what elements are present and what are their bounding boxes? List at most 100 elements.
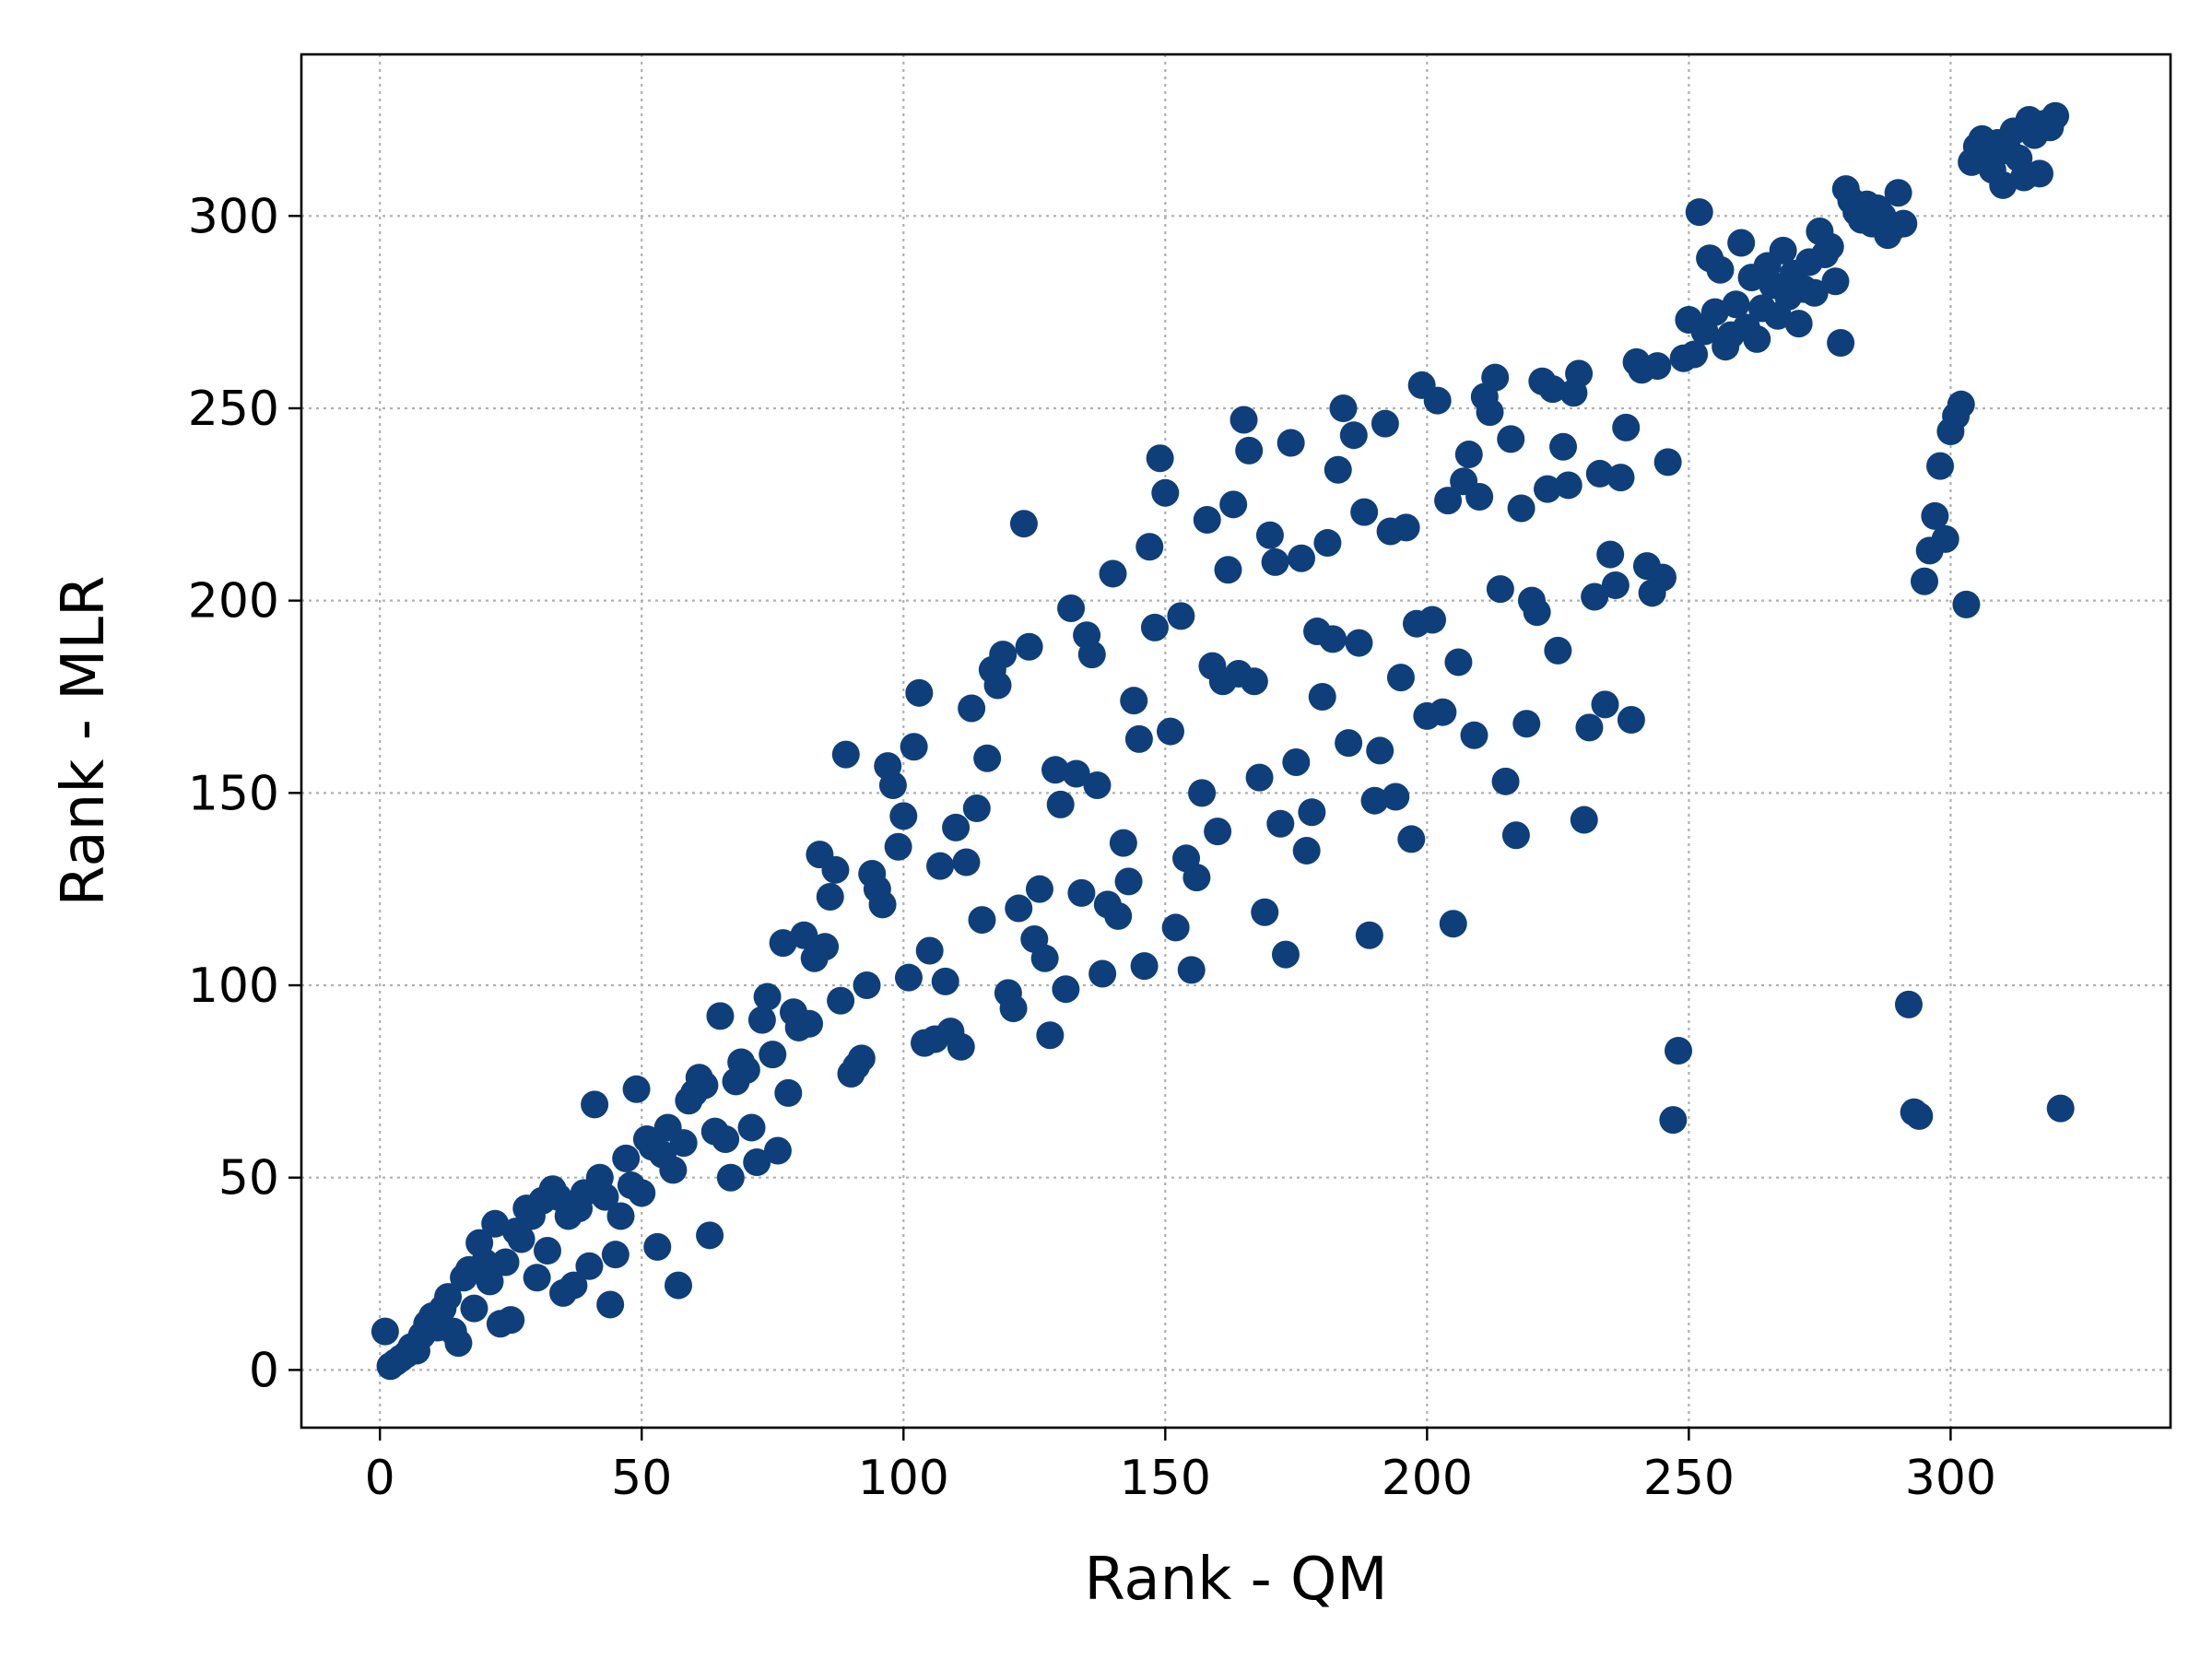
data-point: [1271, 940, 1300, 969]
data-point: [1601, 571, 1630, 599]
data-point: [1235, 436, 1264, 465]
data-point: [952, 848, 981, 877]
data-point: [973, 744, 1002, 772]
data-point: [1120, 687, 1148, 715]
data-point: [1240, 667, 1268, 696]
data-point: [1570, 806, 1598, 834]
data-point: [434, 1283, 463, 1312]
data-point: [1481, 363, 1510, 392]
data-point: [868, 890, 897, 919]
data-point: [1025, 875, 1053, 903]
data-point: [1591, 690, 1619, 719]
data-point: [1444, 648, 1473, 677]
data-point: [1596, 540, 1625, 569]
data-point: [1052, 975, 1080, 1004]
data-point: [889, 802, 918, 830]
data-point: [958, 694, 986, 723]
data-point: [1261, 547, 1289, 576]
data-point: [444, 1329, 473, 1358]
data-point: [1397, 825, 1426, 853]
data-point: [1722, 290, 1750, 319]
data-point: [747, 1006, 776, 1034]
data-point: [1491, 767, 1520, 795]
data-point: [1156, 717, 1184, 746]
data-point: [1952, 590, 1981, 618]
data-point: [894, 963, 923, 992]
data-point: [1434, 487, 1463, 515]
data-point: [1486, 575, 1514, 604]
data-point: [847, 1044, 876, 1073]
data-point: [763, 1136, 792, 1165]
data-point: [1360, 786, 1389, 815]
data-point: [1255, 521, 1284, 549]
data-point: [878, 771, 907, 799]
data-point: [2025, 159, 2053, 188]
data-point: [1680, 340, 1709, 369]
x-tick-label: 250: [1643, 1451, 1735, 1506]
data-point: [665, 1271, 693, 1300]
data-point: [1339, 421, 1368, 450]
data-point: [1911, 567, 1939, 595]
data-point: [1585, 459, 1614, 488]
data-point: [816, 883, 844, 912]
data-point: [1109, 829, 1137, 857]
data-point: [753, 982, 782, 1011]
y-axis-ticks: 0 50 100 150 200 250 300: [188, 189, 301, 1398]
data-point: [601, 1241, 629, 1269]
data-point: [1544, 636, 1572, 665]
data-point: [481, 1209, 510, 1238]
data-point: [1151, 478, 1180, 507]
data-point: [1062, 759, 1090, 788]
data-point: [1161, 913, 1190, 942]
y-tick-label: 100: [188, 959, 279, 1014]
data-point: [853, 971, 881, 1000]
data-point: [1009, 510, 1038, 538]
data-point: [596, 1290, 625, 1319]
x-tick-label: 0: [365, 1451, 395, 1506]
data-point: [962, 794, 991, 823]
x-tick-label: 300: [1905, 1451, 1996, 1506]
data-point: [1015, 632, 1043, 661]
x-tick-label: 200: [1382, 1451, 1473, 1506]
data-point: [1088, 959, 1117, 988]
data-point: [1219, 490, 1248, 519]
data-point: [999, 994, 1028, 1023]
data-point: [743, 1148, 771, 1177]
data-point: [989, 641, 1018, 669]
data-point: [831, 740, 860, 769]
data-point: [1931, 524, 1959, 553]
x-axis-label: Rank - QM: [1084, 1546, 1387, 1614]
data-point: [1298, 798, 1326, 827]
data-point: [769, 929, 797, 958]
data-point: [690, 1071, 719, 1100]
data-point: [1345, 629, 1373, 657]
x-axis-ticks: 0 50 100 150 200 250 300: [365, 1428, 1996, 1506]
x-tick-label: 100: [858, 1451, 949, 1506]
data-point: [1083, 771, 1112, 799]
data-point: [1648, 563, 1677, 592]
data-point: [460, 1294, 488, 1323]
data-point: [1036, 1021, 1065, 1050]
data-point: [716, 1163, 745, 1192]
y-tick-label: 50: [218, 1151, 279, 1206]
data-point: [1214, 556, 1242, 584]
data-point: [1565, 359, 1594, 388]
data-point: [774, 1078, 803, 1107]
data-point: [737, 1113, 766, 1142]
data-point: [706, 1002, 735, 1030]
data-point: [581, 1090, 609, 1119]
data-point: [1077, 641, 1106, 669]
data-point: [1921, 501, 1949, 530]
data-point: [1460, 721, 1488, 749]
data-point: [1423, 386, 1452, 415]
data-point: [2046, 1094, 2075, 1123]
data-point: [1382, 782, 1410, 811]
y-tick-label: 250: [188, 382, 279, 437]
plot-frame: [300, 53, 2172, 1430]
data-point: [1099, 559, 1127, 588]
data-point: [1067, 878, 1096, 907]
data-point: [497, 1306, 525, 1335]
data-point: [606, 1202, 635, 1230]
data-point: [476, 1267, 504, 1296]
